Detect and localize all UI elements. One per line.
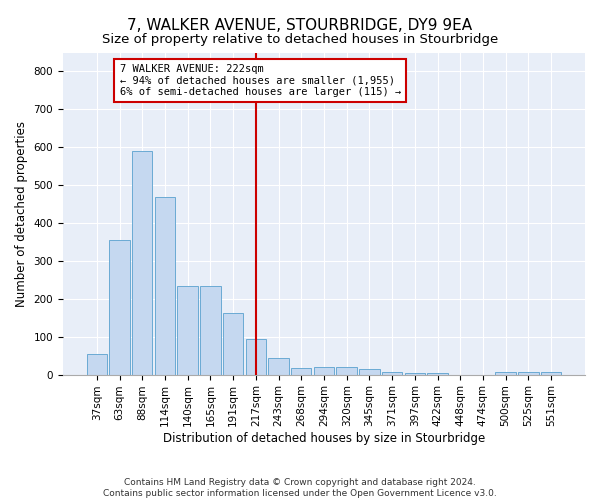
- Bar: [155, 198, 175, 374]
- Bar: [223, 313, 244, 374]
- Bar: [404, 372, 425, 374]
- Bar: [518, 372, 539, 374]
- Text: 7 WALKER AVENUE: 222sqm
← 94% of detached houses are smaller (1,955)
6% of semi-: 7 WALKER AVENUE: 222sqm ← 94% of detache…: [119, 64, 401, 97]
- Bar: [359, 369, 380, 374]
- X-axis label: Distribution of detached houses by size in Stourbridge: Distribution of detached houses by size …: [163, 432, 485, 445]
- Bar: [314, 367, 334, 374]
- Bar: [541, 372, 561, 374]
- Text: 7, WALKER AVENUE, STOURBRIDGE, DY9 9EA: 7, WALKER AVENUE, STOURBRIDGE, DY9 9EA: [127, 18, 473, 32]
- Bar: [200, 286, 221, 374]
- Bar: [496, 372, 516, 374]
- Bar: [245, 338, 266, 374]
- Bar: [268, 358, 289, 374]
- Bar: [337, 367, 357, 374]
- Bar: [86, 354, 107, 374]
- Bar: [109, 240, 130, 374]
- Text: Size of property relative to detached houses in Stourbridge: Size of property relative to detached ho…: [102, 32, 498, 46]
- Bar: [291, 368, 311, 374]
- Bar: [178, 286, 198, 374]
- Bar: [132, 151, 152, 374]
- Y-axis label: Number of detached properties: Number of detached properties: [15, 120, 28, 306]
- Text: Contains HM Land Registry data © Crown copyright and database right 2024.
Contai: Contains HM Land Registry data © Crown c…: [103, 478, 497, 498]
- Bar: [382, 372, 403, 374]
